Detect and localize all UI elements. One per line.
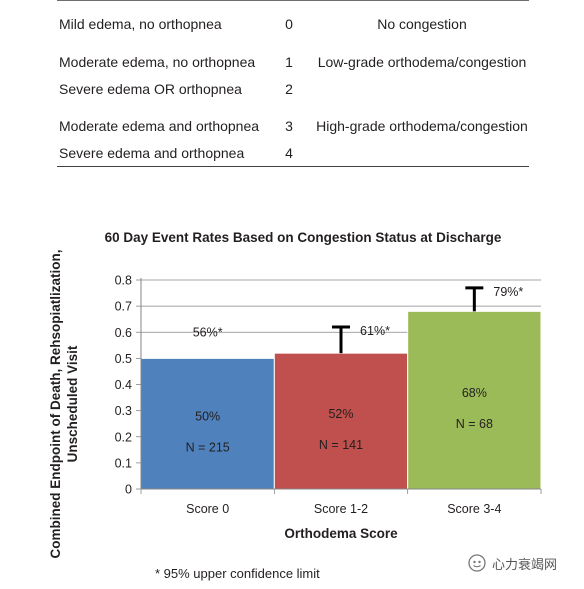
chart-title: 60 Day Event Rates Based on Congestion S… bbox=[105, 230, 502, 245]
x-axis-title: Orthodema Score bbox=[284, 526, 398, 541]
bar-n-label: N = 141 bbox=[319, 438, 363, 452]
bar-3 bbox=[407, 310, 542, 490]
bar-2 bbox=[273, 352, 409, 490]
bar-n-label: N = 68 bbox=[456, 417, 493, 431]
table-row-score: 3 bbox=[285, 118, 293, 134]
table-row-score: 0 bbox=[285, 16, 293, 32]
y-tick-label: 0.3 bbox=[115, 404, 132, 418]
table-row-label: Mild edema, no orthopnea bbox=[59, 16, 222, 32]
bar-value-label: 52% bbox=[328, 407, 353, 421]
bar-value-label: 68% bbox=[462, 386, 487, 400]
x-tick-label: Score 0 bbox=[186, 502, 229, 516]
table-row-label: Moderate edema and orthopnea bbox=[59, 118, 260, 134]
bar-n-label: N = 215 bbox=[186, 441, 230, 455]
watermark: 心力衰竭网 bbox=[468, 552, 557, 574]
y-tick-label: 0 bbox=[125, 483, 132, 497]
y-tick-label: 0.6 bbox=[115, 326, 132, 340]
table-row-status: No congestion bbox=[377, 16, 467, 32]
y-tick-label: 0.2 bbox=[115, 430, 132, 444]
ci-label: 61%* bbox=[360, 324, 390, 338]
footnote: * 95% upper confidence limit bbox=[155, 566, 320, 581]
table-row-status: Low-grade orthodema/congestion bbox=[317, 54, 527, 70]
y-axis-title-line2: Unscheduled Visit bbox=[65, 345, 80, 462]
bar-1 bbox=[140, 357, 275, 490]
y-tick-label: 0.4 bbox=[115, 378, 132, 392]
y-tick-label: 0.1 bbox=[115, 456, 132, 470]
table-row-score: 4 bbox=[285, 145, 293, 161]
watermark-text: 心力衰竭网 bbox=[492, 556, 558, 572]
y-tick-label: 0.7 bbox=[115, 300, 132, 314]
x-tick-label: Score 1-2 bbox=[314, 502, 368, 516]
y-tick-label: 0.8 bbox=[115, 274, 132, 288]
ci-label: 79%* bbox=[493, 285, 523, 299]
y-axis-title: Combined Endpoint of Death, Rehsopiatliz… bbox=[48, 250, 63, 559]
table-row-label: Moderate edema, no orthopnea bbox=[59, 54, 256, 70]
table-row-label: Severe edema OR orthopnea bbox=[59, 81, 242, 97]
bar-value-label: 50% bbox=[195, 410, 220, 424]
ci-label: 56%* bbox=[193, 325, 223, 339]
table-top-rule bbox=[57, 0, 529, 1]
table-row-status: High-grade orthodema/congestion bbox=[316, 118, 528, 134]
table-row-score: 2 bbox=[285, 81, 293, 97]
table-bottom-rule bbox=[57, 166, 529, 167]
wechat-logo-icon bbox=[468, 554, 486, 572]
table-row-label: Severe edema and orthopnea bbox=[59, 145, 245, 161]
x-tick-label: Score 3-4 bbox=[447, 502, 501, 516]
table-row-score: 1 bbox=[285, 54, 293, 70]
y-tick-label: 0.5 bbox=[115, 352, 132, 366]
